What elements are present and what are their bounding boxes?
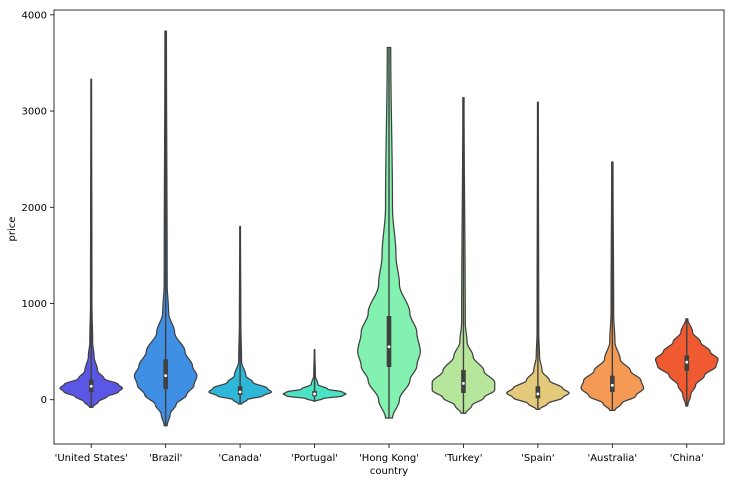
x-tick-label: 'Canada' [218,453,262,464]
plot-layer [54,10,724,444]
violin-series-3 [282,348,347,402]
violin-median-point [164,374,168,378]
y-tick-label: 1000 [22,299,47,310]
y-axis-label: price [7,217,18,242]
violin-iqr-box [386,316,392,368]
y-tick-label: 2000 [22,203,47,214]
x-tick-label: 'China' [670,453,704,464]
axis-layer: 0 1000 2000 3000 4000 'United States' 'Brazil'… [22,9,725,464]
violin-series-8 [654,318,719,407]
x-tick-label: 'United States' [55,453,128,464]
violin-series-4 [357,46,421,419]
x-tick-label: 'Brazil' [149,453,182,464]
violin-median-point [387,345,391,349]
violin-series-5 [431,96,496,414]
x-tick-label: 'Spain' [521,453,554,464]
violin-iqr-box [610,375,615,393]
violin-series-7 [580,161,645,412]
violin-series-0 [59,78,124,409]
x-tick-label: 'Australia' [587,453,637,464]
violin-median-point [536,392,540,396]
violin-series-6 [505,101,570,411]
violin-median-point [610,383,614,387]
violin-median-point [685,360,689,364]
x-axis-label: country [370,466,408,477]
violin-series-2 [208,225,273,405]
y-tick-label: 0 [41,395,47,406]
violin-series-1 [133,30,198,427]
violin-median-point [313,392,316,396]
violin-iqr-box [461,369,466,393]
violin-median-point [462,381,465,385]
violin-median-point [89,384,93,388]
violin-median-point [238,390,242,394]
x-tick-label: 'Portugal' [291,453,338,464]
y-tick-label: 4000 [22,10,47,21]
x-tick-label: 'Turkey' [444,453,482,464]
violin-iqr-box [535,386,541,399]
violin-iqr-box [163,359,168,390]
x-tick-label: 'Hong Kong' [359,453,419,464]
violin-iqr-box [237,386,243,395]
y-tick-label: 3000 [22,107,47,118]
